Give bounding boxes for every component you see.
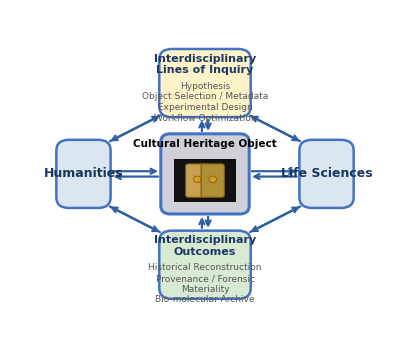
- Text: Materiality: Materiality: [181, 285, 229, 294]
- FancyBboxPatch shape: [186, 164, 209, 197]
- FancyBboxPatch shape: [201, 164, 224, 197]
- Text: Hypothesis: Hypothesis: [180, 82, 230, 91]
- Text: Bio-molecular Archive: Bio-molecular Archive: [155, 296, 255, 304]
- FancyBboxPatch shape: [159, 231, 251, 299]
- Text: Provenance / Forensic: Provenance / Forensic: [156, 274, 254, 283]
- FancyBboxPatch shape: [299, 140, 354, 208]
- Text: Life Sciences: Life Sciences: [281, 167, 372, 180]
- Bar: [174, 159, 236, 202]
- Text: Humanities: Humanities: [44, 167, 123, 180]
- FancyBboxPatch shape: [161, 134, 249, 214]
- Text: Workflow Optimization: Workflow Optimization: [154, 114, 256, 123]
- FancyBboxPatch shape: [159, 49, 251, 117]
- Text: Object Selection / Metadata: Object Selection / Metadata: [142, 92, 268, 101]
- FancyBboxPatch shape: [56, 140, 111, 208]
- Text: Experimental Design: Experimental Design: [158, 103, 252, 112]
- Text: Interdisciplinary
Lines of Inquiry: Interdisciplinary Lines of Inquiry: [154, 54, 256, 75]
- Circle shape: [209, 176, 216, 183]
- Circle shape: [194, 176, 201, 183]
- Text: Historical Reconstruction: Historical Reconstruction: [148, 263, 262, 272]
- Text: Cultural Heritage Object: Cultural Heritage Object: [133, 139, 277, 149]
- Text: Interdisciplinary
Outcomes: Interdisciplinary Outcomes: [154, 236, 256, 257]
